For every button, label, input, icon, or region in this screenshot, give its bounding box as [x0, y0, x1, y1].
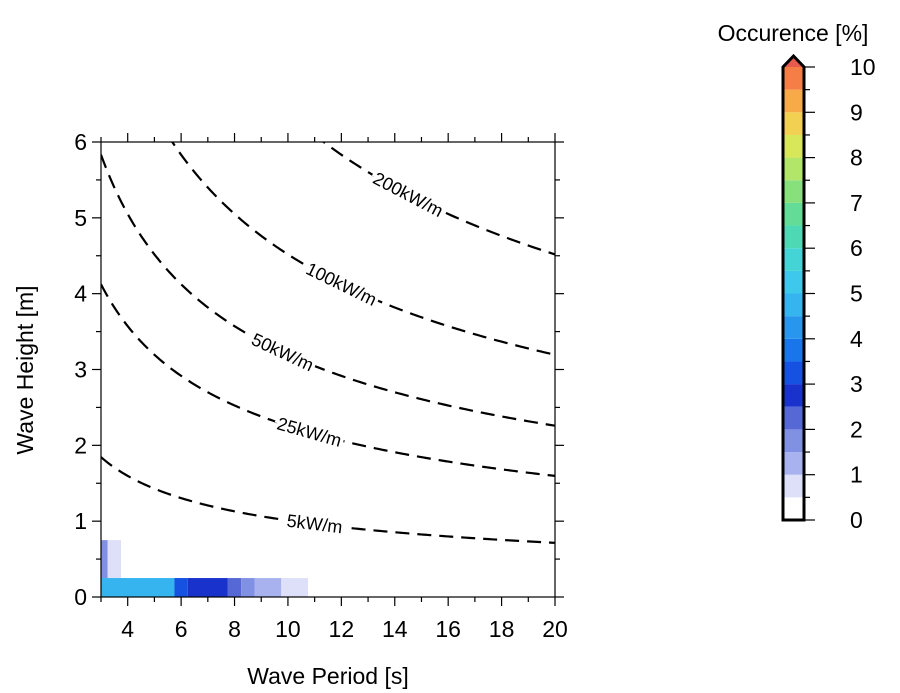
colorbar-segment-7: [783, 338, 804, 362]
colorbar-segment-19: [783, 67, 804, 90]
colorbar-segment-16: [783, 134, 804, 158]
heatmap-cell-8: [281, 578, 308, 597]
x-tick-label-6: 6: [175, 616, 188, 642]
x-tick-label-14: 14: [382, 616, 408, 642]
heatmap-cells: [101, 540, 308, 597]
colorbar-segment-8: [783, 316, 804, 339]
colorbar-segment-12: [783, 225, 804, 249]
contour-line-50: [101, 154, 555, 427]
colorbar-tick-label-0: 0: [850, 507, 863, 533]
x-tick-label-4: 4: [121, 616, 134, 642]
y-tick-label-3: 3: [74, 357, 87, 383]
colorbar-segment-17: [783, 112, 804, 135]
heatmap-cell-5: [227, 578, 242, 597]
colorbar-segment-3: [783, 429, 804, 453]
y-tick-label-4: 4: [74, 281, 87, 307]
x-tick-label-16: 16: [435, 616, 461, 642]
heatmap-cell-0: [101, 540, 108, 579]
colorbar-segment-1: [783, 474, 804, 498]
colorbar-tick-label-10: 10: [850, 54, 876, 80]
contour-label-50: 50kW/m: [248, 329, 316, 375]
colorbar-tick-label-8: 8: [850, 145, 863, 171]
heatmap-cell-2: [101, 578, 175, 597]
x-tick-label-18: 18: [489, 616, 515, 642]
colorbar-segment-4: [783, 406, 804, 430]
colorbar-tick-label-1: 1: [850, 462, 863, 488]
colorbar-tick-label-9: 9: [850, 99, 863, 125]
contour-label-100: 100kW/m: [303, 259, 380, 310]
power-contours: [101, 142, 555, 544]
colorbar-segment-5: [783, 384, 804, 407]
x-tick-label-10: 10: [275, 616, 301, 642]
contour-label-25: 25kW/m: [275, 414, 344, 451]
heatmap-cell-4: [187, 578, 228, 597]
colorbar-extend-arrow: [783, 56, 804, 67]
heatmap-cell-3: [174, 578, 188, 597]
colorbar-tick-label-4: 4: [850, 326, 863, 352]
heatmap-cell-6: [241, 578, 255, 597]
y-tick-label-1: 1: [74, 508, 87, 534]
contour-label-200: 200kW/m: [370, 168, 447, 221]
y-axis-label: Wave Height [m]: [12, 285, 38, 454]
contour-line-100: [170, 142, 555, 356]
y-tick-label-2: 2: [74, 432, 87, 458]
colorbar-segment-11: [783, 248, 804, 271]
y-tick-label-6: 6: [74, 129, 87, 155]
colorbar: 0 1 2 3 4 5 6 7 8 9 10: [781, 53, 876, 533]
x-tick-label-20: 20: [542, 616, 568, 642]
colorbar-tick-label-7: 7: [850, 190, 863, 216]
contour-line-200: [321, 142, 555, 256]
heatmap-cell-1: [107, 540, 122, 579]
heatmap-cell-7: [254, 578, 282, 597]
colorbar-segment-6: [783, 361, 804, 385]
colorbar-title: Occurence [%]: [718, 20, 869, 46]
colorbar-tick-label-2: 2: [850, 416, 863, 442]
colorbar-outline: [781, 53, 806, 522]
x-tick-label-12: 12: [329, 616, 355, 642]
y-tick-label-5: 5: [74, 205, 87, 231]
colorbar-segment-18: [783, 89, 804, 113]
colorbar-tick-label-3: 3: [850, 371, 863, 397]
colorbar-segment-2: [783, 452, 804, 475]
colorbar-segment-15: [783, 157, 804, 181]
contour-line-25: [101, 283, 555, 477]
x-axis-label: Wave Period [s]: [247, 663, 408, 689]
colorbar-segment-14: [783, 180, 804, 203]
contour-label-5: 5kW/m: [286, 511, 344, 538]
x-tick-label-8: 8: [228, 616, 241, 642]
colorbar-tick-label-6: 6: [850, 235, 863, 261]
colorbar-segment-9: [783, 293, 804, 317]
colorbar-segment-0: [783, 497, 804, 520]
colorbar-tick-label-5: 5: [850, 281, 863, 307]
colorbar-segment-13: [783, 202, 804, 226]
colorbar-segment-10: [783, 270, 804, 294]
axis-ticks: [92, 133, 564, 606]
y-tick-label-0: 0: [74, 584, 87, 610]
